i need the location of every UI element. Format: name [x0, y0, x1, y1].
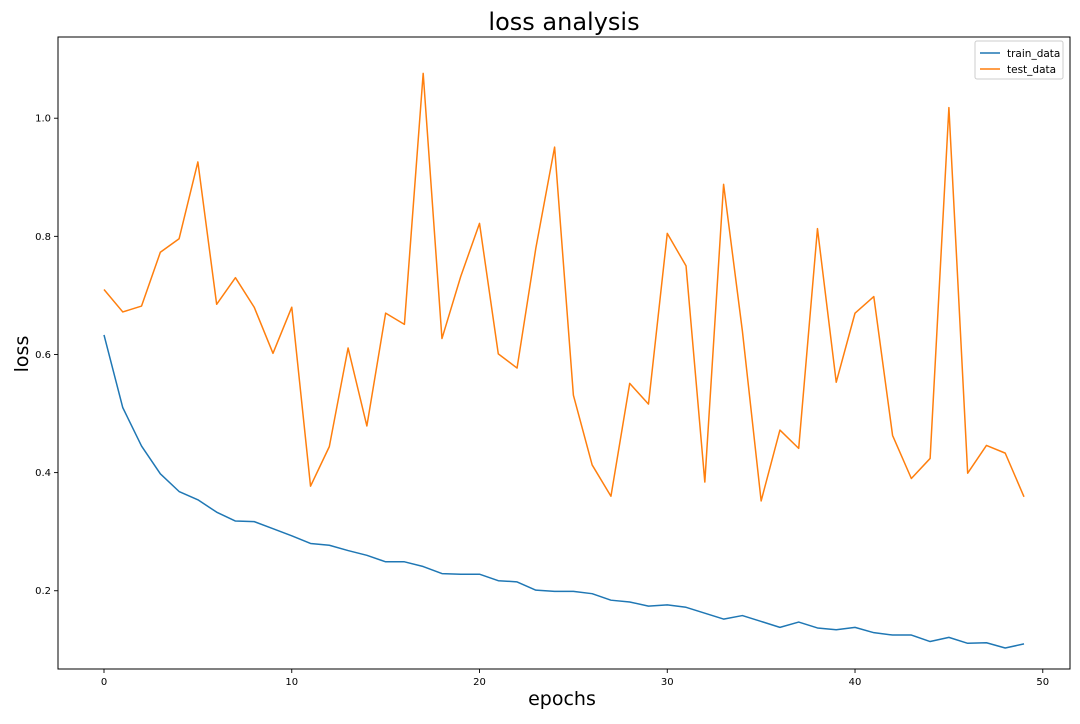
y-tick-label: 0.8	[35, 232, 51, 243]
y-tick-label: 1.0	[35, 114, 51, 125]
chart-title: loss analysis	[488, 8, 639, 36]
plot-frame	[57, 36, 1071, 670]
plot-marks	[103, 72, 1025, 649]
x-tick-label: 40	[849, 677, 862, 688]
x-tick-label: 20	[473, 677, 486, 688]
series-line-test_data	[103, 72, 1025, 502]
x-axis-title: epochs	[528, 688, 596, 710]
y-tick-label: 0.2	[35, 586, 51, 597]
axis-ticks: 0 10 20 30 40 50 0.2 0.4 0.6 0.8 1.0	[35, 114, 1049, 688]
x-tick-label: 50	[1036, 677, 1049, 688]
y-tick-label: 0.4	[35, 468, 51, 479]
x-tick-label: 30	[661, 677, 674, 688]
legend-label-test_data: test_data	[1007, 64, 1056, 76]
x-tick-label: 10	[285, 677, 298, 688]
y-axis-title: loss	[11, 336, 33, 373]
series-line-train_data	[103, 334, 1025, 649]
x-tick-label: 0	[101, 677, 107, 688]
legend-label-train_data: train_data	[1007, 48, 1060, 60]
y-tick-label: 0.6	[35, 350, 51, 361]
legend: train_data test_data	[974, 40, 1064, 80]
